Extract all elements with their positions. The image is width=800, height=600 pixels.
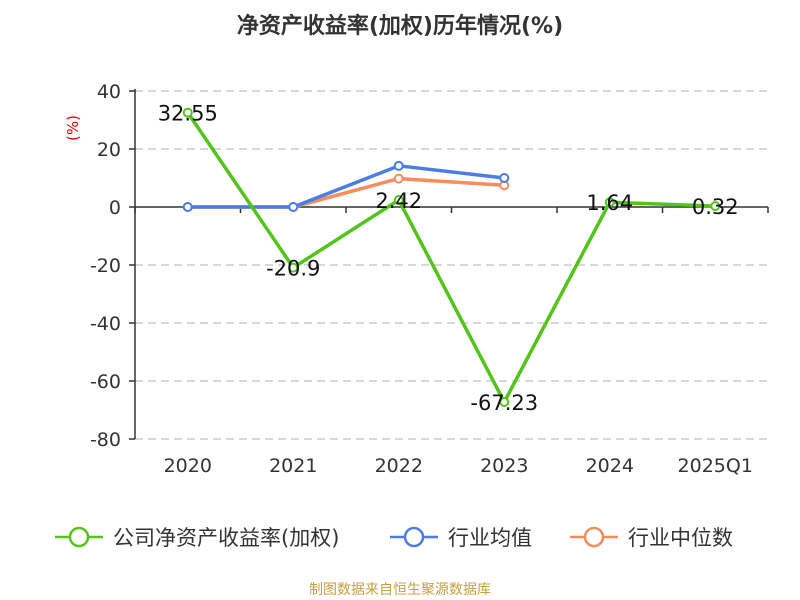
x-tick-label: 2025Q1 (678, 455, 753, 477)
x-tick-label: 2024 (586, 455, 634, 477)
data-point (499, 396, 510, 407)
data-point (393, 194, 404, 205)
data-point (288, 262, 299, 273)
data-point (393, 160, 404, 171)
y-tick-label: -40 (90, 313, 121, 335)
y-tick-label: -60 (90, 371, 121, 393)
data-point (288, 202, 299, 212)
chart-title: 净资产收益率(加权)历年情况(%) (237, 13, 563, 39)
data-label: 2.42 (375, 189, 422, 213)
data-label: -67.23 (470, 391, 538, 415)
legend-marker-icon (403, 526, 425, 548)
data-point (182, 202, 193, 212)
data-point (710, 201, 721, 212)
data-point (393, 173, 404, 184)
footer-source: 制图数据来自恒生聚源数据库 (309, 582, 491, 598)
legend-marker-icon (583, 526, 605, 548)
y-tick-label: 20 (97, 139, 121, 161)
legend-label: 行业均值 (448, 526, 532, 550)
data-point (604, 197, 615, 208)
data-label: 32.55 (158, 102, 218, 126)
series-line (186, 111, 716, 404)
y-axis-label: (%) (64, 115, 82, 141)
legend-marker-icon (68, 526, 90, 548)
data-label: -20.9 (266, 257, 320, 281)
legend-label: 行业中位数 (628, 526, 733, 550)
x-tick-label: 2020 (164, 455, 212, 477)
data-label: 0.32 (692, 195, 739, 219)
x-tick-label: 2023 (480, 455, 528, 477)
data-point (499, 173, 510, 183)
y-tick-label: -80 (90, 429, 121, 451)
x-tick-label: 2022 (375, 455, 423, 477)
legend-label: 公司净资产收益率(加权) (113, 526, 339, 550)
x-tick-label: 2021 (269, 455, 317, 477)
data-point (182, 107, 193, 118)
y-tick-label: 0 (109, 197, 121, 219)
y-tick-label: 40 (97, 81, 121, 103)
data-label: 1.64 (586, 191, 633, 215)
series-line (187, 164, 505, 209)
y-tick-label: -20 (90, 255, 121, 277)
